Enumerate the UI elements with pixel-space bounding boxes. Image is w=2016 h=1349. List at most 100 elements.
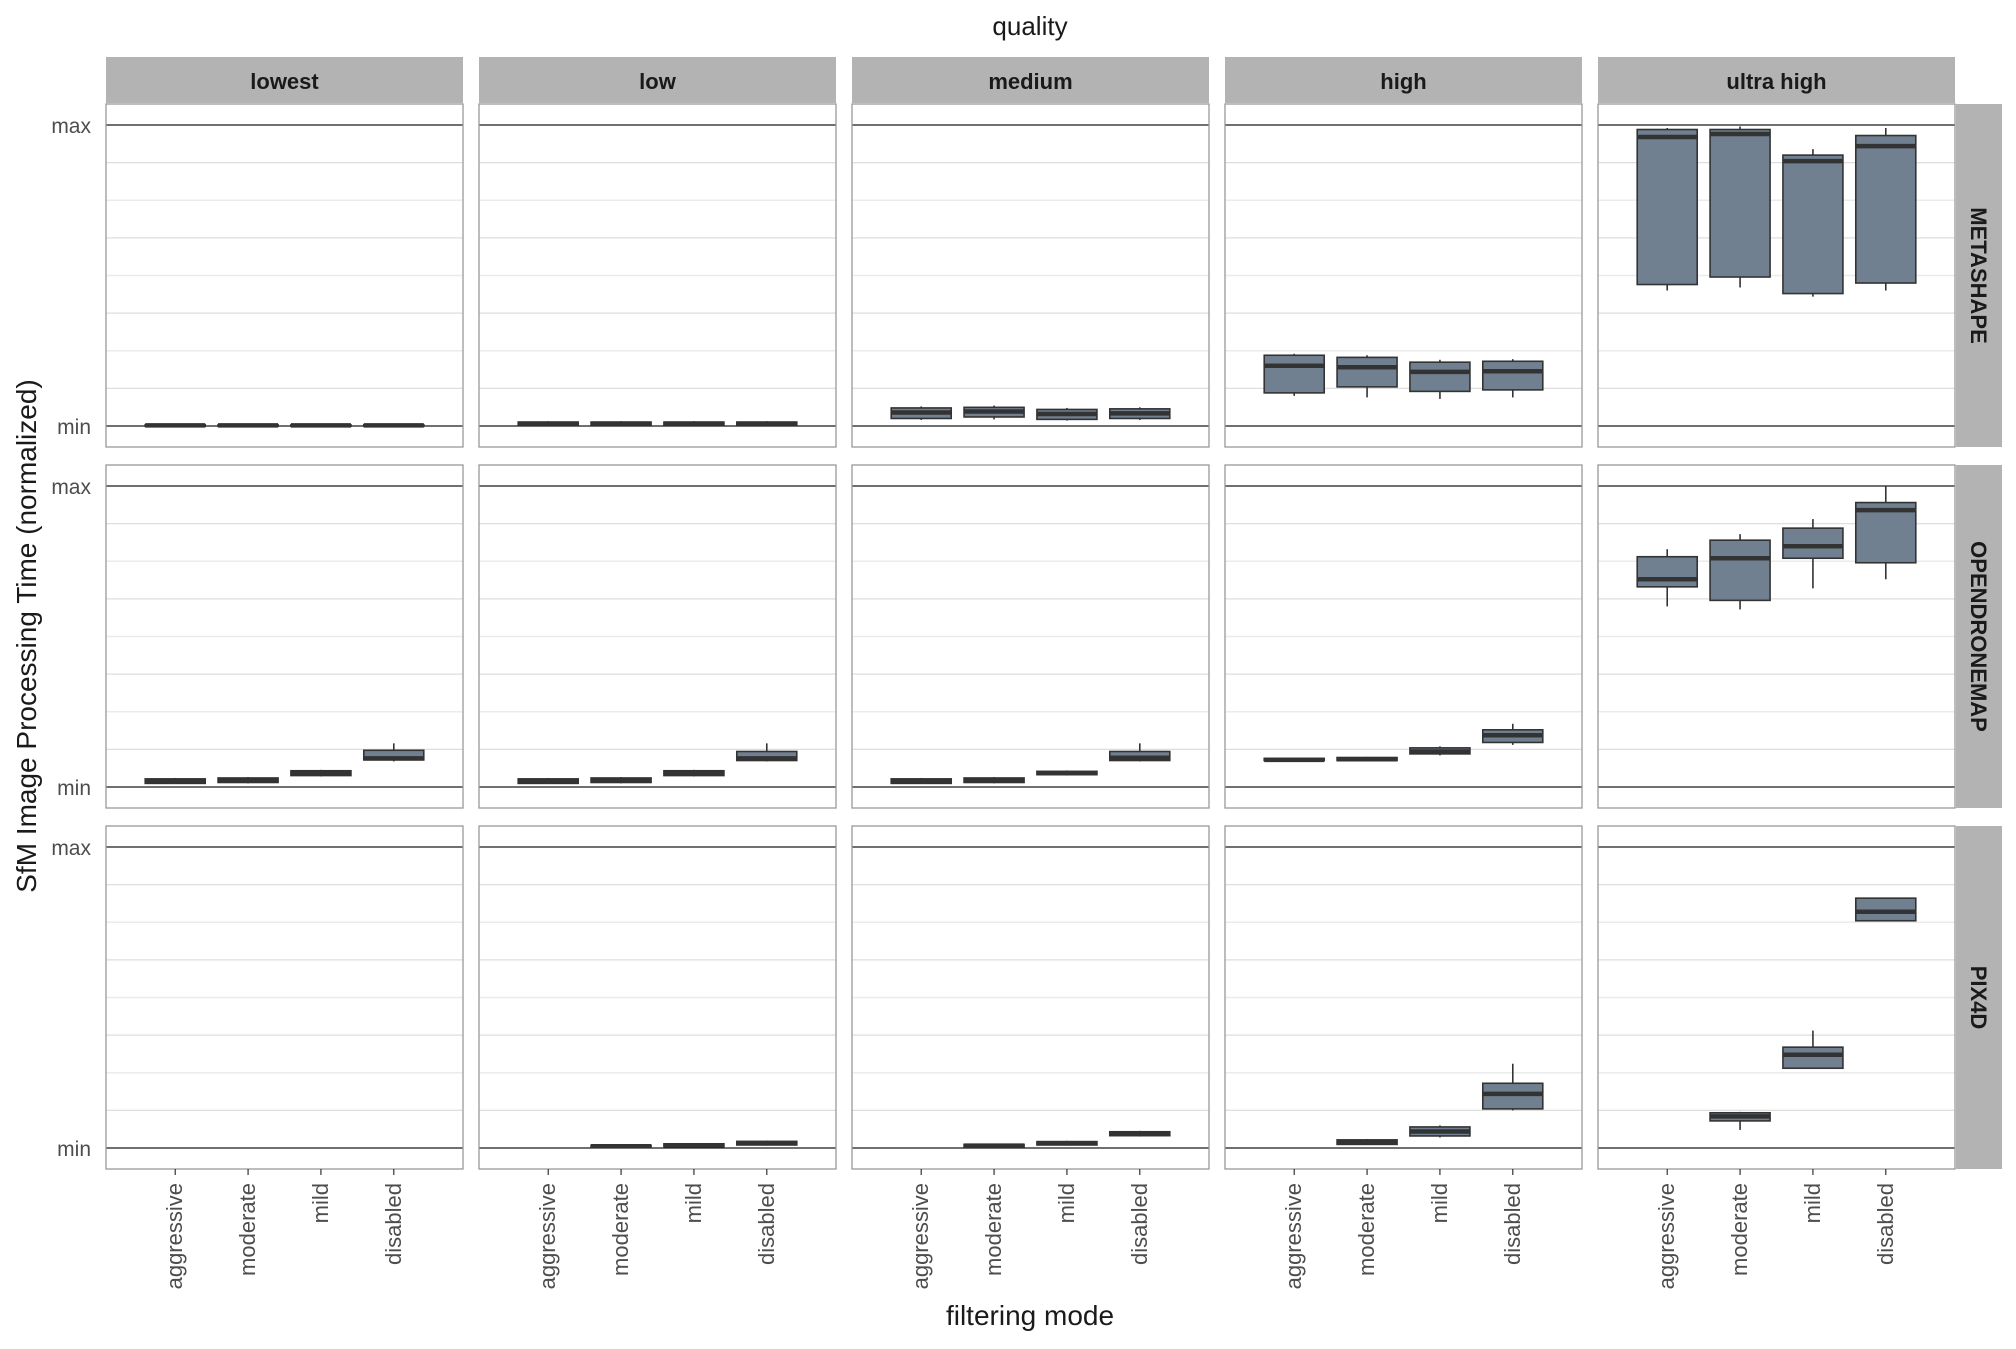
x-tick-label: moderate: [1354, 1183, 1379, 1276]
row-strip: [1956, 826, 2002, 1169]
x-tick-label: aggressive: [1281, 1183, 1306, 1289]
x-tick-label: disabled: [381, 1183, 406, 1265]
box-aggressive: [1263, 353, 1326, 396]
box-iqr: [1409, 361, 1471, 393]
box-disabled: [735, 421, 798, 426]
row-strip: [1956, 104, 2002, 447]
box-aggressive: [1636, 549, 1699, 607]
x-tick-label: disabled: [754, 1183, 779, 1265]
panel-border: [478, 825, 837, 1170]
box-moderate: [217, 777, 279, 784]
facet-panel: [1224, 103, 1583, 448]
facet-panel: [1224, 825, 1583, 1170]
x-tick-label: aggressive: [1654, 1183, 1679, 1289]
panel-border: [851, 464, 1210, 809]
x-tick-label: aggressive: [162, 1183, 187, 1289]
box-iqr: [1709, 128, 1771, 278]
box-moderate: [590, 421, 652, 426]
box-disabled: [1108, 407, 1171, 420]
panel-border: [1597, 103, 1956, 448]
column-strip-label: ultra high: [1726, 69, 1826, 94]
box-aggressive: [1636, 128, 1699, 291]
box-mild: [1036, 1140, 1098, 1146]
column-strip-label: low: [639, 69, 677, 94]
box-moderate: [963, 1143, 1025, 1148]
box-moderate: [217, 423, 279, 428]
box-aggressive: [517, 421, 580, 426]
box-iqr: [1854, 134, 1917, 284]
y-tick-label: min: [57, 1138, 91, 1161]
facet-panel: [1597, 464, 1956, 809]
row-strip-label: METASHAPE: [1966, 207, 1991, 344]
box-iqr: [1636, 128, 1699, 286]
box-mild: [1782, 149, 1844, 297]
box-disabled: [362, 743, 425, 762]
column-strip: [852, 57, 1209, 103]
facet-panel: [478, 103, 837, 448]
box-aggressive: [890, 406, 953, 420]
box-mild: [1409, 1125, 1471, 1138]
panel-border: [478, 103, 837, 448]
box-iqr: [1336, 356, 1398, 388]
y-tick-label: max: [51, 115, 91, 138]
panel-border: [851, 103, 1210, 448]
box-aggressive: [517, 777, 580, 785]
box-aggressive: [144, 777, 207, 785]
box-moderate: [1336, 756, 1398, 762]
box-moderate: [1709, 534, 1771, 610]
box-mild: [663, 769, 725, 777]
box-mild: [663, 1142, 725, 1148]
box-moderate: [1336, 355, 1398, 398]
x-tick-label: disabled: [1500, 1183, 1525, 1265]
x-tick-label: aggressive: [535, 1183, 560, 1289]
box-disabled: [735, 1140, 798, 1146]
box-disabled: [1854, 897, 1917, 922]
panel-border: [1224, 464, 1583, 809]
box-mild: [1782, 519, 1844, 589]
panel-border: [105, 825, 464, 1170]
row-strip-label: OPENDRONEMAP: [1966, 541, 1991, 732]
box-iqr: [1636, 555, 1699, 588]
facet-panel: [851, 103, 1210, 448]
panel-border: [1224, 825, 1583, 1170]
facet-panel: [851, 825, 1210, 1170]
column-strip-label: medium: [988, 69, 1072, 94]
facet-panel: [1597, 103, 1956, 448]
panel-border: [105, 464, 464, 809]
x-tick-label: disabled: [1127, 1183, 1152, 1265]
box-iqr: [1481, 1082, 1544, 1110]
x-tick-label: aggressive: [908, 1183, 933, 1289]
facet-panel: [105, 103, 464, 448]
x-tick-label: moderate: [981, 1183, 1006, 1276]
box-moderate: [1709, 126, 1771, 288]
box-disabled: [362, 423, 425, 428]
box-disabled: [1108, 1130, 1171, 1137]
box-mild: [1036, 407, 1098, 421]
facet-panel: [478, 825, 837, 1170]
box-iqr: [1782, 527, 1844, 560]
box-iqr: [1263, 354, 1326, 394]
column-strip: [106, 57, 463, 103]
x-axis-title: filtering mode: [946, 1300, 1114, 1331]
box-aggressive: [1263, 757, 1326, 763]
row-strip: [1956, 465, 2002, 808]
y-axis-title: SfM Image Processing Time (normalized): [11, 379, 42, 893]
panel-border: [105, 103, 464, 448]
box-moderate: [590, 1143, 652, 1149]
panel-border: [1597, 825, 1956, 1170]
box-mild: [1782, 1030, 1844, 1070]
box-iqr: [1782, 1046, 1844, 1070]
box-iqr: [1782, 154, 1844, 295]
box-moderate: [590, 777, 652, 784]
facet-panel: [105, 464, 464, 809]
box-iqr: [1854, 501, 1917, 564]
box-moderate: [1336, 1138, 1398, 1146]
panel-border: [1224, 103, 1583, 448]
box-disabled: [1854, 486, 1917, 580]
box-mild: [1409, 746, 1471, 756]
y-tick-label: min: [57, 777, 91, 800]
box-aggressive: [890, 777, 953, 785]
box-moderate: [963, 405, 1025, 420]
